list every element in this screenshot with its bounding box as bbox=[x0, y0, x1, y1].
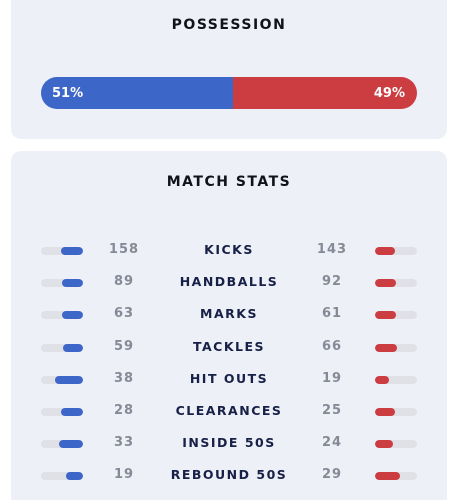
possession-home-segment: 51% bbox=[41, 77, 233, 109]
stat-row: 33 INSIDE 50S 24 bbox=[11, 434, 447, 454]
stat-away-bar-fill bbox=[375, 440, 393, 449]
stat-away-value: 61 bbox=[321, 306, 343, 322]
stat-away-bar-fill bbox=[375, 375, 389, 384]
stat-label: INSIDE 50S bbox=[182, 435, 276, 451]
stat-away-bar-fill bbox=[375, 343, 398, 352]
possession-card: POSSESSION 51% 49% bbox=[11, 0, 447, 139]
stat-away-bar bbox=[375, 408, 417, 416]
stat-away-bar-fill bbox=[375, 311, 396, 320]
stat-home-value: 59 bbox=[113, 338, 135, 354]
stat-home-value: 28 bbox=[113, 403, 135, 418]
stat-home-bar-fill bbox=[61, 247, 83, 255]
stat-away-value: 92 bbox=[321, 274, 343, 290]
stat-row: 63 MARKS 61 bbox=[11, 305, 447, 325]
stat-home-value: 63 bbox=[113, 306, 135, 322]
stat-home-bar bbox=[41, 472, 83, 481]
stat-away-bar bbox=[375, 440, 417, 449]
stat-home-bar bbox=[41, 375, 83, 384]
stat-home-bar-fill bbox=[54, 375, 83, 384]
stat-away-value: 66 bbox=[321, 338, 343, 354]
stat-home-bar bbox=[41, 440, 83, 449]
stat-home-bar-fill bbox=[62, 279, 83, 288]
stat-home-value: 158 bbox=[108, 242, 140, 257]
stat-away-bar bbox=[375, 343, 417, 352]
stat-home-bar-fill bbox=[58, 440, 83, 449]
match-stats-card: MATCH STATS 158 KICKS 143 89 HANDBALLS 92 63 MA… bbox=[11, 151, 447, 500]
stat-home-value: 33 bbox=[113, 435, 135, 451]
match-stats-title: MATCH STATS bbox=[166, 174, 292, 190]
stat-label: MARKS bbox=[200, 306, 258, 322]
stat-row: 38 HIT OUTS 19 bbox=[11, 370, 447, 390]
possession-away-segment: 49% bbox=[232, 77, 417, 109]
possession-home-value: 51% bbox=[52, 85, 84, 101]
stat-away-bar bbox=[375, 247, 417, 255]
stat-home-value: 38 bbox=[113, 370, 135, 386]
stat-home-bar-fill bbox=[63, 343, 83, 352]
possession-title: POSSESSION bbox=[171, 17, 287, 33]
possession-bar: 51% 49% bbox=[41, 77, 417, 109]
stat-away-bar bbox=[375, 279, 417, 288]
stat-away-value: 24 bbox=[321, 435, 343, 451]
stat-home-bar-fill bbox=[60, 408, 83, 416]
stat-label: HANDBALLS bbox=[179, 274, 279, 290]
stat-away-bar bbox=[375, 472, 417, 481]
stat-row: 19 REBOUND 50S 29 bbox=[11, 466, 447, 486]
stat-label: CLEARANCES bbox=[175, 403, 283, 418]
stat-row: 158 KICKS 143 bbox=[11, 241, 447, 261]
stat-row: 59 TACKLES 66 bbox=[11, 338, 447, 358]
stat-home-value: 89 bbox=[113, 274, 135, 290]
stat-home-bar bbox=[41, 311, 83, 320]
stat-away-value: 19 bbox=[321, 370, 343, 386]
stat-home-bar bbox=[41, 279, 83, 288]
possession-away-value: 49% bbox=[373, 85, 405, 101]
stat-label: TACKLES bbox=[192, 338, 266, 354]
stat-away-value: 29 bbox=[321, 467, 343, 483]
stat-away-bar-fill bbox=[375, 472, 401, 481]
stat-away-bar bbox=[375, 375, 417, 384]
stat-away-bar-fill bbox=[375, 247, 396, 255]
stat-away-bar-fill bbox=[375, 408, 395, 416]
stat-home-bar bbox=[41, 247, 83, 255]
stat-row: 89 HANDBALLS 92 bbox=[11, 273, 447, 293]
stat-away-value: 143 bbox=[316, 242, 348, 257]
stat-away-bar bbox=[375, 311, 417, 320]
stat-away-bar-fill bbox=[375, 279, 397, 288]
stat-label: KICKS bbox=[204, 242, 254, 257]
stat-label: REBOUND 50S bbox=[170, 467, 288, 483]
stat-away-value: 25 bbox=[321, 403, 343, 418]
stat-home-bar bbox=[41, 408, 83, 416]
stat-row: 28 CLEARANCES 25 bbox=[11, 402, 447, 422]
stat-home-bar-fill bbox=[61, 311, 83, 320]
stat-label: HIT OUTS bbox=[189, 370, 269, 386]
stat-home-bar-fill bbox=[66, 472, 83, 481]
stat-home-bar bbox=[41, 343, 83, 352]
stat-home-value: 19 bbox=[113, 467, 135, 483]
